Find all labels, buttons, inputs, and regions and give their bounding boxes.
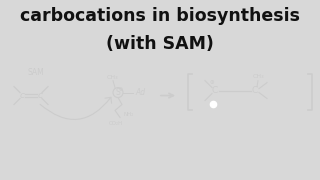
Text: NH₂: NH₂ xyxy=(123,112,133,117)
Text: C: C xyxy=(212,86,218,95)
Text: (with SAM): (with SAM) xyxy=(106,35,214,53)
Text: c: c xyxy=(37,91,43,100)
Text: CH₃: CH₃ xyxy=(252,74,264,79)
Text: c: c xyxy=(20,91,25,100)
Text: CH₃: CH₃ xyxy=(106,75,118,80)
Text: ⊕: ⊕ xyxy=(210,80,214,85)
Text: carbocations in biosynthesis: carbocations in biosynthesis xyxy=(20,7,300,25)
Text: S: S xyxy=(116,88,120,97)
Text: SAM: SAM xyxy=(28,68,45,77)
Text: Ad: Ad xyxy=(135,88,145,97)
Text: C: C xyxy=(252,86,258,95)
FancyArrowPatch shape xyxy=(40,97,112,120)
Text: CO₂H: CO₂H xyxy=(109,121,123,126)
Text: ⊕: ⊕ xyxy=(119,87,123,92)
